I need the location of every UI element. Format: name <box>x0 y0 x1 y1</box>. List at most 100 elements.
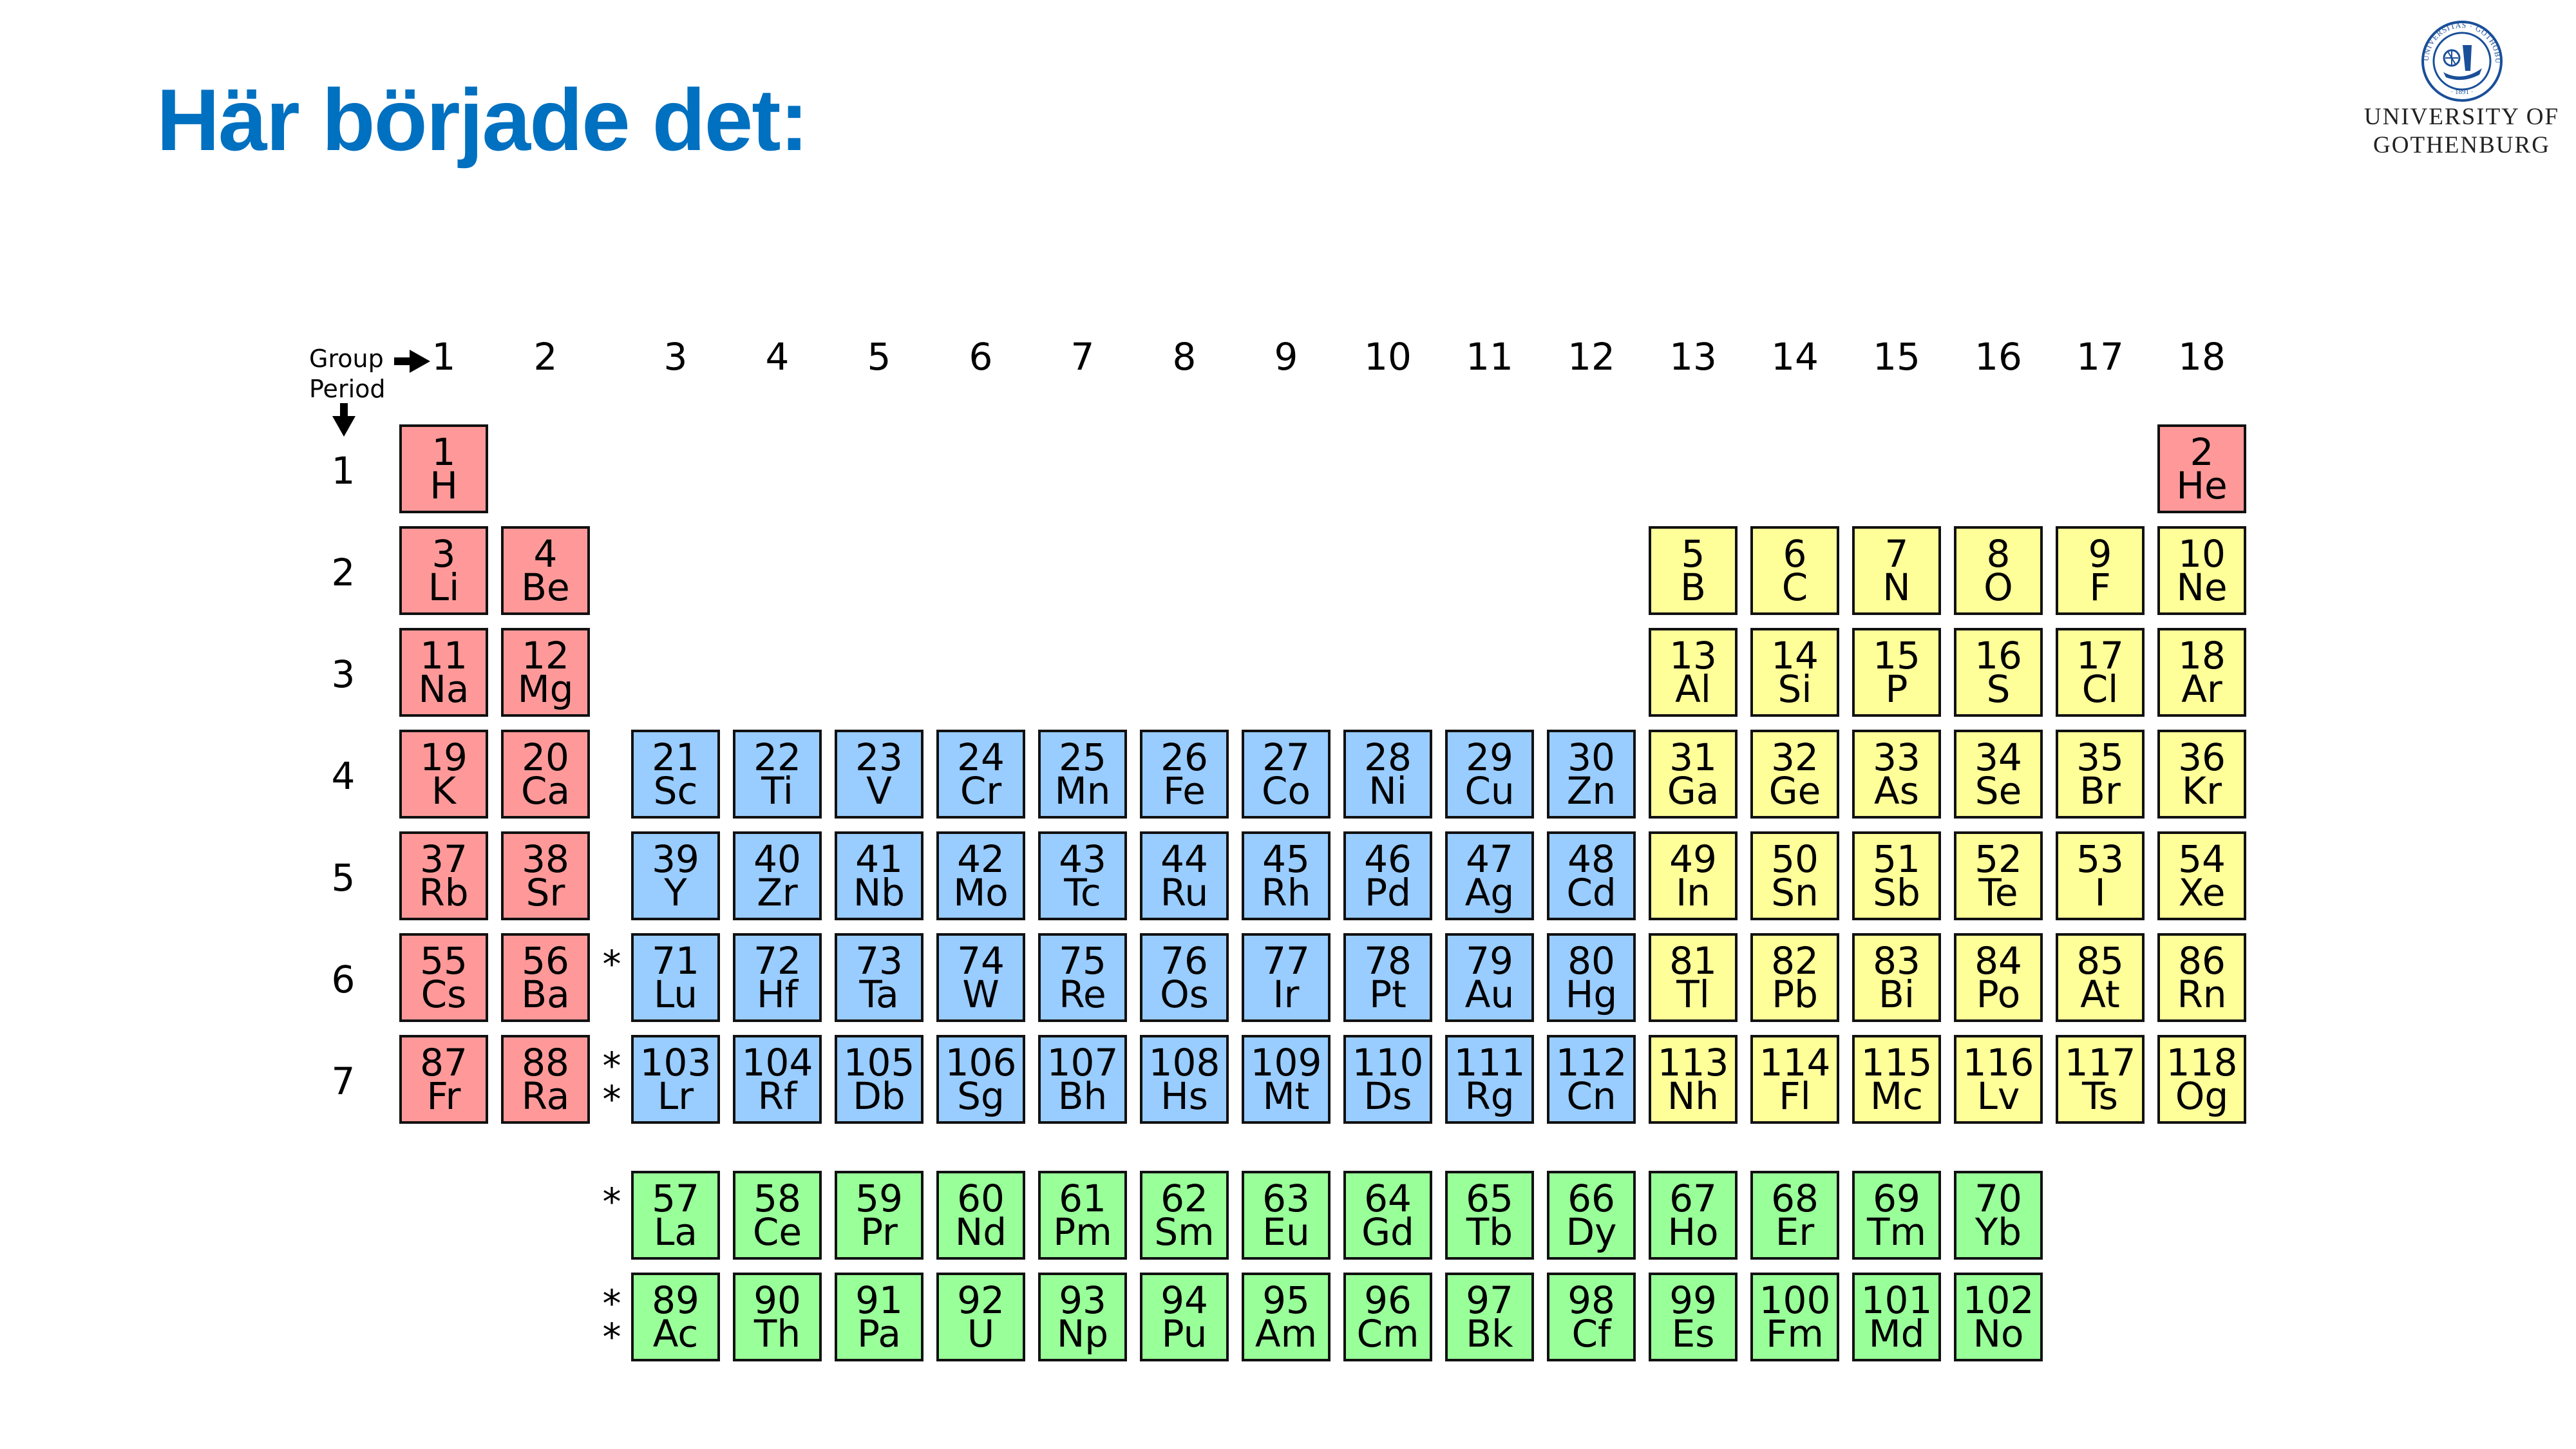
element-cell[interactable]: 115 Mc <box>1852 1035 1941 1124</box>
element-cell[interactable]: 78 Pt <box>1343 933 1432 1022</box>
element-cell[interactable]: 65 Tb <box>1445 1171 1534 1260</box>
element-cell[interactable]: 96 Cm <box>1343 1273 1432 1361</box>
element-cell[interactable]: 86 Rn <box>2157 933 2246 1022</box>
element-cell[interactable]: 87 Fr <box>399 1035 488 1124</box>
element-cell[interactable]: 23 V <box>835 730 923 819</box>
element-cell[interactable]: 103 Lr <box>631 1035 720 1124</box>
element-cell[interactable]: 76 Os <box>1140 933 1229 1022</box>
element-cell[interactable]: 80 Hg <box>1547 933 1636 1022</box>
element-cell[interactable]: 41 Nb <box>835 831 923 920</box>
element-cell[interactable]: 62 Sm <box>1140 1171 1229 1260</box>
element-cell[interactable]: 53 I <box>2056 831 2145 920</box>
element-cell[interactable]: 82 Pb <box>1750 933 1839 1022</box>
element-cell[interactable]: 22 Ti <box>733 730 822 819</box>
element-cell[interactable]: 46 Pd <box>1343 831 1432 920</box>
element-cell[interactable]: 77 Ir <box>1242 933 1331 1022</box>
element-cell[interactable]: 64 Gd <box>1343 1171 1432 1260</box>
element-cell[interactable]: 50 Sn <box>1750 831 1839 920</box>
element-cell[interactable]: 84 Po <box>1954 933 2043 1022</box>
element-cell[interactable]: 85 At <box>2056 933 2145 1022</box>
element-cell[interactable]: 15 P <box>1852 628 1941 717</box>
element-cell[interactable]: 38 Sr <box>501 831 590 920</box>
element-cell[interactable]: 51 Sb <box>1852 831 1941 920</box>
element-cell[interactable]: 57 La <box>631 1171 720 1260</box>
element-cell[interactable]: 74 W <box>936 933 1025 1022</box>
element-cell[interactable]: 69 Tm <box>1852 1171 1941 1260</box>
element-cell[interactable]: 73 Ta <box>835 933 923 1022</box>
element-cell[interactable]: 60 Nd <box>936 1171 1025 1260</box>
element-cell[interactable]: 52 Te <box>1954 831 2043 920</box>
element-cell[interactable]: 113 Nh <box>1649 1035 1738 1124</box>
element-cell[interactable]: 30 Zn <box>1547 730 1636 819</box>
element-cell[interactable]: 116 Lv <box>1954 1035 2043 1124</box>
element-cell[interactable]: 19 K <box>399 730 488 819</box>
element-cell[interactable]: 92 U <box>936 1273 1025 1361</box>
element-cell[interactable]: 56 Ba <box>501 933 590 1022</box>
element-cell[interactable]: 91 Pa <box>835 1273 923 1361</box>
element-cell[interactable]: 18 Ar <box>2157 628 2246 717</box>
element-cell[interactable]: 28 Ni <box>1343 730 1432 819</box>
element-cell[interactable]: 12 Mg <box>501 628 590 717</box>
element-cell[interactable]: 54 Xe <box>2157 831 2246 920</box>
element-cell[interactable]: 34 Se <box>1954 730 2043 819</box>
element-cell[interactable]: 35 Br <box>2056 730 2145 819</box>
element-cell[interactable]: 13 Al <box>1649 628 1738 717</box>
element-cell[interactable]: 61 Pm <box>1038 1171 1127 1260</box>
element-cell[interactable]: 29 Cu <box>1445 730 1534 819</box>
element-cell[interactable]: 102 No <box>1954 1273 2043 1361</box>
element-cell[interactable]: 27 Co <box>1242 730 1331 819</box>
element-cell[interactable]: 105 Db <box>835 1035 923 1124</box>
element-cell[interactable]: 17 Cl <box>2056 628 2145 717</box>
element-cell[interactable]: 32 Ge <box>1750 730 1839 819</box>
element-cell[interactable]: 117 Ts <box>2056 1035 2145 1124</box>
element-cell[interactable]: 10 Ne <box>2157 526 2246 615</box>
element-cell[interactable]: 81 Tl <box>1649 933 1738 1022</box>
element-cell[interactable]: 42 Mo <box>936 831 1025 920</box>
element-cell[interactable]: 75 Re <box>1038 933 1127 1022</box>
element-cell[interactable]: 36 Kr <box>2157 730 2246 819</box>
element-cell[interactable]: 67 Ho <box>1649 1171 1738 1260</box>
element-cell[interactable]: 26 Fe <box>1140 730 1229 819</box>
element-cell[interactable]: 110 Ds <box>1343 1035 1432 1124</box>
element-cell[interactable]: 93 Np <box>1038 1273 1127 1361</box>
element-cell[interactable]: 2 He <box>2157 424 2246 513</box>
element-cell[interactable]: 68 Er <box>1750 1171 1839 1260</box>
element-cell[interactable]: 25 Mn <box>1038 730 1127 819</box>
element-cell[interactable]: 71 Lu <box>631 933 720 1022</box>
element-cell[interactable]: 24 Cr <box>936 730 1025 819</box>
element-cell[interactable]: 107 Bh <box>1038 1035 1127 1124</box>
element-cell[interactable]: 4 Be <box>501 526 590 615</box>
element-cell[interactable]: 98 Cf <box>1547 1273 1636 1361</box>
element-cell[interactable]: 49 In <box>1649 831 1738 920</box>
element-cell[interactable]: 72 Hf <box>733 933 822 1022</box>
element-cell[interactable]: 33 As <box>1852 730 1941 819</box>
element-cell[interactable]: 104 Rf <box>733 1035 822 1124</box>
element-cell[interactable]: 108 Hs <box>1140 1035 1229 1124</box>
element-cell[interactable]: 106 Sg <box>936 1035 1025 1124</box>
element-cell[interactable]: 47 Ag <box>1445 831 1534 920</box>
element-cell[interactable]: 79 Au <box>1445 933 1534 1022</box>
element-cell[interactable]: 39 Y <box>631 831 720 920</box>
element-cell[interactable]: 83 Bi <box>1852 933 1941 1022</box>
element-cell[interactable]: 16 S <box>1954 628 2043 717</box>
element-cell[interactable]: 37 Rb <box>399 831 488 920</box>
element-cell[interactable]: 44 Ru <box>1140 831 1229 920</box>
element-cell[interactable]: 114 Fl <box>1750 1035 1839 1124</box>
element-cell[interactable]: 40 Zr <box>733 831 822 920</box>
element-cell[interactable]: 14 Si <box>1750 628 1839 717</box>
element-cell[interactable]: 45 Rh <box>1242 831 1331 920</box>
element-cell[interactable]: 20 Ca <box>501 730 590 819</box>
element-cell[interactable]: 89 Ac <box>631 1273 720 1361</box>
element-cell[interactable]: 94 Pu <box>1140 1273 1229 1361</box>
element-cell[interactable]: 43 Tc <box>1038 831 1127 920</box>
element-cell[interactable]: 21 Sc <box>631 730 720 819</box>
element-cell[interactable]: 95 Am <box>1242 1273 1331 1361</box>
element-cell[interactable]: 63 Eu <box>1242 1171 1331 1260</box>
element-cell[interactable]: 58 Ce <box>733 1171 822 1260</box>
element-cell[interactable]: 11 Na <box>399 628 488 717</box>
element-cell[interactable]: 100 Fm <box>1750 1273 1839 1361</box>
